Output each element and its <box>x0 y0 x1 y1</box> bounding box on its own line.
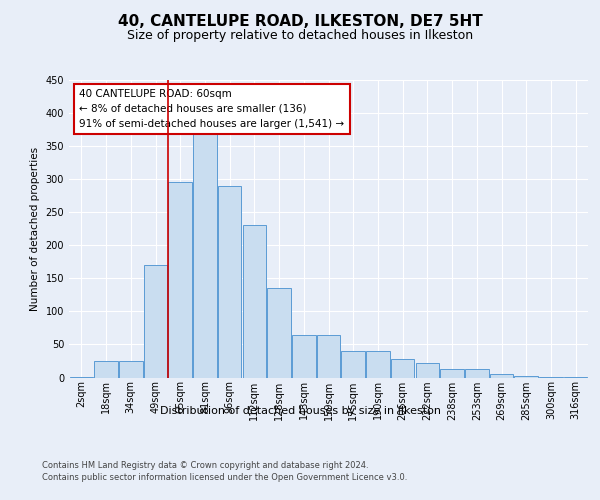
Bar <box>416 363 439 378</box>
Bar <box>366 351 389 378</box>
Bar <box>70 377 93 378</box>
Bar <box>94 361 118 378</box>
Bar <box>514 376 538 378</box>
Bar <box>292 334 316 378</box>
Bar <box>465 369 488 378</box>
Text: Size of property relative to detached houses in Ilkeston: Size of property relative to detached ho… <box>127 28 473 42</box>
Text: 40 CANTELUPE ROAD: 60sqm
← 8% of detached houses are smaller (136)
91% of semi-d: 40 CANTELUPE ROAD: 60sqm ← 8% of detache… <box>79 89 344 128</box>
Bar <box>144 265 167 378</box>
Bar <box>391 359 415 378</box>
Bar <box>242 226 266 378</box>
Bar <box>341 351 365 378</box>
Text: Distribution of detached houses by size in Ilkeston: Distribution of detached houses by size … <box>160 406 440 416</box>
Text: Contains HM Land Registry data © Crown copyright and database right 2024.: Contains HM Land Registry data © Crown c… <box>42 462 368 470</box>
Bar <box>317 334 340 378</box>
Bar <box>268 288 291 378</box>
Bar <box>218 186 241 378</box>
Bar <box>440 369 464 378</box>
Bar <box>193 133 217 378</box>
Text: 40, CANTELUPE ROAD, ILKESTON, DE7 5HT: 40, CANTELUPE ROAD, ILKESTON, DE7 5HT <box>118 14 482 28</box>
Bar <box>490 374 513 378</box>
Bar <box>539 377 563 378</box>
Text: Contains public sector information licensed under the Open Government Licence v3: Contains public sector information licen… <box>42 473 407 482</box>
Y-axis label: Number of detached properties: Number of detached properties <box>30 146 40 311</box>
Bar <box>119 361 143 378</box>
Bar <box>169 182 192 378</box>
Bar <box>564 377 587 378</box>
